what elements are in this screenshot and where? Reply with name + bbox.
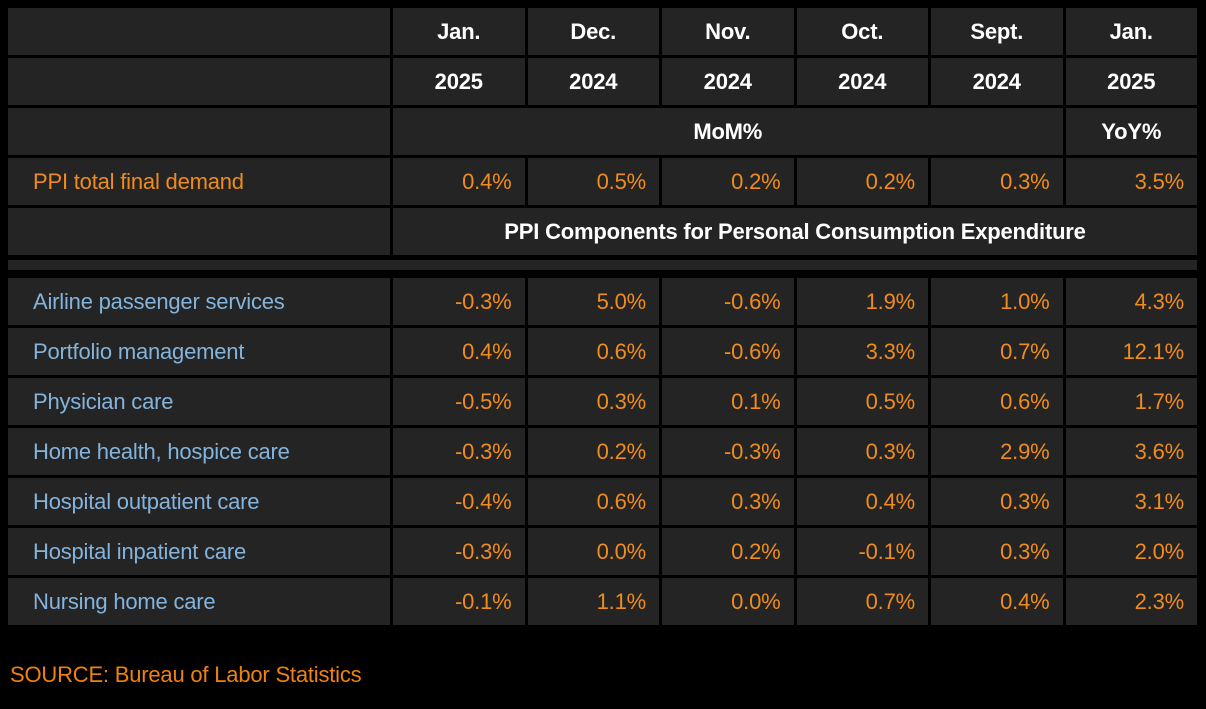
row-value: 5.0%: [527, 278, 659, 325]
corner-empty-cell: [8, 58, 390, 105]
month-header: Sept.: [931, 8, 1063, 55]
row-label: Portfolio management: [8, 328, 390, 375]
table-row: Airline passenger services -0.3% 5.0% -0…: [8, 278, 1197, 325]
row-value: 0.7%: [931, 328, 1063, 375]
row-label: Hospital inpatient care: [8, 528, 390, 575]
row-value: 0.6%: [931, 378, 1063, 425]
row-value: 0.4%: [796, 478, 928, 525]
spacer-cell: [8, 260, 1197, 270]
row-value: 12.1%: [1065, 328, 1197, 375]
row-value: 0.3%: [662, 478, 794, 525]
table-row: Physician care -0.5% 0.3% 0.1% 0.5% 0.6%…: [8, 378, 1197, 425]
row-value: -0.6%: [662, 278, 794, 325]
row-label: Home health, hospice care: [8, 428, 390, 475]
section-title: PPI Components for Personal Consumption …: [393, 208, 1197, 255]
summary-value: 0.3%: [931, 158, 1063, 205]
table-row: Hospital outpatient care -0.4% 0.6% 0.3%…: [8, 478, 1197, 525]
table-row-summary: PPI total final demand 0.4% 0.5% 0.2% 0.…: [8, 158, 1197, 205]
row-value: 0.2%: [527, 428, 659, 475]
row-value: 1.9%: [796, 278, 928, 325]
row-value: 2.3%: [1065, 578, 1197, 625]
month-header: Dec.: [527, 8, 659, 55]
row-value: 0.6%: [527, 328, 659, 375]
month-header: Oct.: [796, 8, 928, 55]
year-header: 2024: [527, 58, 659, 105]
table-row: Nursing home care -0.1% 1.1% 0.0% 0.7% 0…: [8, 578, 1197, 625]
row-value: -0.3%: [393, 528, 525, 575]
section-header-row: PPI Components for Personal Consumption …: [8, 208, 1197, 255]
summary-row-label: PPI total final demand: [8, 158, 390, 205]
year-header: 2024: [931, 58, 1063, 105]
summary-value: 0.5%: [527, 158, 659, 205]
source-attribution: SOURCE: Bureau of Labor Statistics: [10, 662, 362, 687]
mom-header: MoM%: [393, 108, 1063, 155]
row-value: 1.1%: [527, 578, 659, 625]
row-value: -0.3%: [393, 428, 525, 475]
corner-empty-cell: [8, 8, 390, 55]
year-header: 2024: [662, 58, 794, 105]
month-header: Nov.: [662, 8, 794, 55]
table-row: Portfolio management 0.4% 0.6% -0.6% 3.3…: [8, 328, 1197, 375]
row-value: 2.0%: [1065, 528, 1197, 575]
yoy-header: YoY%: [1065, 108, 1197, 155]
row-value: 0.5%: [796, 378, 928, 425]
row-value: 0.4%: [393, 328, 525, 375]
year-header: 2025: [1065, 58, 1197, 105]
header-row-period-type: MoM% YoY%: [8, 108, 1197, 155]
summary-value: 3.5%: [1065, 158, 1197, 205]
header-row-years: 2025 2024 2024 2024 2024 2025: [8, 58, 1197, 105]
row-value: 0.0%: [527, 528, 659, 575]
row-value: -0.5%: [393, 378, 525, 425]
summary-value: 0.2%: [796, 158, 928, 205]
row-value: -0.6%: [662, 328, 794, 375]
table-row: Home health, hospice care -0.3% 0.2% -0.…: [8, 428, 1197, 475]
row-value: 3.1%: [1065, 478, 1197, 525]
ppi-data-table: Jan. Dec. Nov. Oct. Sept. Jan. 2025 2024…: [8, 8, 1197, 625]
spacer-row: [8, 260, 1197, 270]
row-label: Nursing home care: [8, 578, 390, 625]
corner-empty-cell: [8, 108, 390, 155]
row-value: 0.3%: [527, 378, 659, 425]
section-empty-cell: [8, 208, 390, 255]
header-row-months: Jan. Dec. Nov. Oct. Sept. Jan.: [8, 8, 1197, 55]
row-value: 0.0%: [662, 578, 794, 625]
row-value: 0.6%: [527, 478, 659, 525]
row-value: 1.0%: [931, 278, 1063, 325]
year-header: 2024: [796, 58, 928, 105]
row-label: Airline passenger services: [8, 278, 390, 325]
row-value: 1.7%: [1065, 378, 1197, 425]
row-value: 0.2%: [662, 528, 794, 575]
year-header: 2025: [393, 58, 525, 105]
row-value: 0.7%: [796, 578, 928, 625]
row-value: 0.1%: [662, 378, 794, 425]
row-value: -0.4%: [393, 478, 525, 525]
month-header: Jan.: [393, 8, 525, 55]
row-value: -0.1%: [796, 528, 928, 575]
summary-value: 0.4%: [393, 158, 525, 205]
month-header: Jan.: [1065, 8, 1197, 55]
row-value: 2.9%: [931, 428, 1063, 475]
row-value: 4.3%: [1065, 278, 1197, 325]
row-value: -0.3%: [393, 278, 525, 325]
row-value: -0.1%: [393, 578, 525, 625]
row-label: Hospital outpatient care: [8, 478, 390, 525]
table-row: Hospital inpatient care -0.3% 0.0% 0.2% …: [8, 528, 1197, 575]
row-value: 0.3%: [931, 528, 1063, 575]
row-label: Physician care: [8, 378, 390, 425]
row-value: 0.3%: [796, 428, 928, 475]
row-value: 3.3%: [796, 328, 928, 375]
row-value: 3.6%: [1065, 428, 1197, 475]
row-value: 0.3%: [931, 478, 1063, 525]
row-value: -0.3%: [662, 428, 794, 475]
row-value: 0.4%: [931, 578, 1063, 625]
summary-value: 0.2%: [662, 158, 794, 205]
